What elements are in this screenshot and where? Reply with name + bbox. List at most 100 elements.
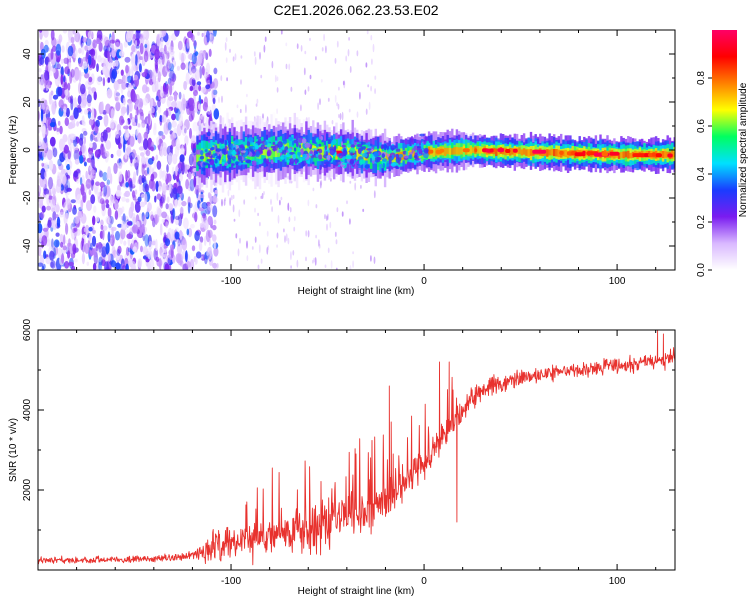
noise-speckle	[159, 114, 163, 122]
noise-speckle	[84, 243, 90, 254]
noise-speckle	[154, 195, 157, 203]
noise-speckle	[362, 208, 365, 212]
noise-speckle	[151, 83, 157, 93]
noise-speckle	[178, 113, 184, 127]
noise-speckle	[70, 199, 76, 204]
noise-speckle	[164, 263, 170, 270]
noise-speckle	[232, 204, 235, 213]
signal-fringe	[283, 149, 287, 155]
noise-speckle	[179, 260, 184, 267]
signal-fringe	[381, 153, 385, 159]
noise-speckle	[151, 240, 157, 246]
signal-fringe	[356, 143, 363, 148]
signal-fringe	[416, 140, 420, 144]
noise-speckle	[103, 59, 107, 69]
noise-speckle	[213, 219, 217, 225]
noise-speckle	[172, 127, 178, 139]
noise-speckle	[246, 240, 248, 249]
noise-speckle	[81, 42, 85, 55]
noise-speckle	[175, 138, 180, 148]
noise-speckle	[100, 219, 104, 227]
noise-speckle	[86, 200, 92, 212]
noise-speckle	[264, 36, 267, 42]
noise-speckle	[354, 182, 357, 191]
signal-cell	[411, 150, 415, 158]
noise-speckle	[56, 63, 61, 70]
noise-speckle	[63, 184, 69, 194]
noise-speckle	[158, 257, 162, 270]
signal-fringe	[280, 154, 285, 160]
y-tick-label: 6000	[22, 318, 33, 341]
noise-speckle	[233, 218, 236, 222]
noise-speckle	[67, 45, 74, 57]
noise-speckle	[57, 120, 61, 126]
noise-speckle	[161, 211, 168, 219]
noise-speckle	[161, 114, 167, 123]
signal-fringe	[390, 145, 397, 150]
noise-speckle	[64, 117, 70, 127]
noise-speckle	[172, 207, 176, 220]
noise-speckle	[143, 131, 149, 140]
signal-fringe	[347, 143, 351, 148]
noise-speckle	[165, 221, 169, 229]
noise-speckle	[43, 250, 47, 259]
noise-speckle	[154, 214, 158, 226]
signal-peak	[493, 148, 497, 153]
noise-speckle	[153, 158, 157, 170]
noise-speckle	[151, 69, 156, 83]
noise-speckle	[229, 197, 232, 207]
noise-speckle	[105, 140, 112, 150]
noise-speckle	[104, 39, 111, 48]
noise-speckle	[87, 111, 91, 119]
noise-speckle	[43, 171, 47, 179]
noise-speckle	[137, 123, 141, 128]
signal-fringe	[388, 160, 392, 165]
signal-fringe	[315, 138, 319, 143]
noise-speckle	[256, 98, 259, 104]
noise-speckle	[167, 72, 174, 78]
noise-speckle	[352, 260, 354, 269]
noise-speckle	[65, 239, 69, 245]
noise-speckle	[116, 78, 123, 85]
noise-speckle	[102, 77, 106, 87]
noise-speckle	[155, 238, 158, 252]
noise-speckle	[86, 94, 92, 104]
noise-speckle	[168, 181, 172, 194]
noise-speckle	[59, 139, 66, 149]
signal-cell	[458, 147, 461, 155]
y-tick-label: 2000	[22, 478, 33, 501]
signal-fringe	[318, 148, 323, 154]
noise-speckle	[142, 97, 149, 106]
noise-speckle	[307, 199, 310, 207]
noise-speckle	[47, 61, 51, 73]
noise-speckle	[176, 239, 181, 245]
signal-fringe	[288, 138, 293, 141]
noise-speckle	[293, 226, 296, 232]
signal-cell	[478, 147, 482, 154]
signal-fringe	[341, 162, 348, 165]
noise-speckle	[106, 88, 113, 99]
noise-speckle	[147, 202, 153, 212]
noise-speckle	[238, 209, 241, 218]
noise-speckle	[197, 31, 200, 36]
noise-speckle	[254, 207, 256, 213]
noise-speckle	[155, 180, 159, 192]
noise-speckle	[99, 181, 105, 188]
signal-fringe	[349, 152, 354, 156]
noise-speckle	[49, 122, 56, 128]
noise-speckle	[125, 182, 129, 188]
noise-speckle	[183, 217, 189, 230]
noise-speckle	[78, 154, 84, 164]
noise-speckle	[95, 181, 100, 186]
noise-speckle	[235, 233, 238, 239]
signal-fringe	[350, 144, 356, 149]
noise-speckle	[52, 210, 57, 222]
noise-speckle	[82, 37, 88, 43]
noise-speckle	[207, 192, 211, 199]
signal-fringe	[324, 145, 327, 151]
spectrogram-xlabel: Height of straight line (km)	[298, 286, 415, 297]
noise-speckle	[87, 30, 94, 40]
noise-speckle	[156, 160, 162, 170]
signal-fringe	[304, 142, 311, 148]
noise-speckle	[102, 228, 105, 241]
